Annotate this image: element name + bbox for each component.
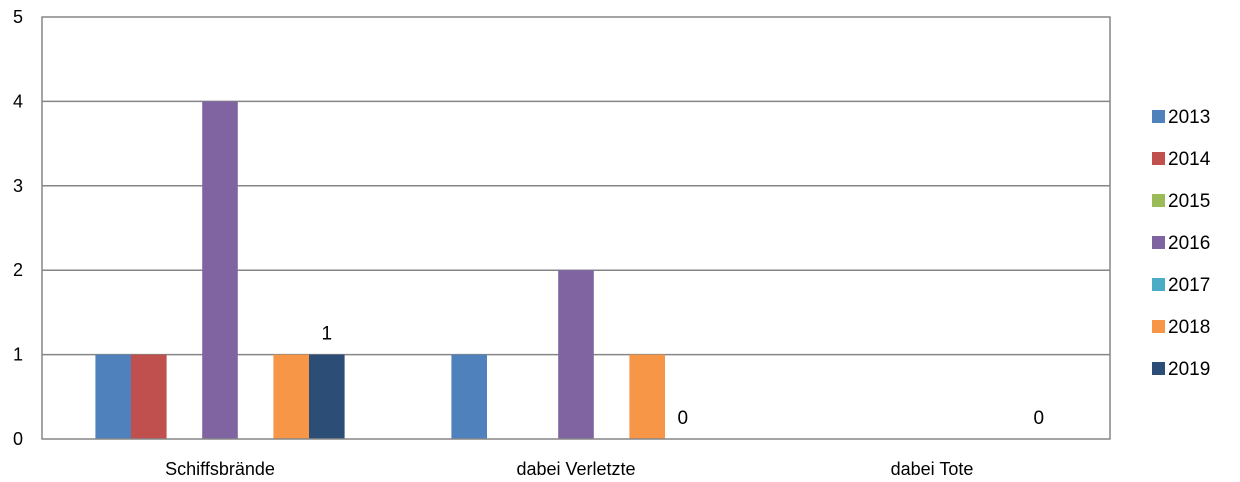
legend-item-2015: 2015 (1152, 191, 1210, 212)
x-category-label: Schiffsbrände (165, 459, 275, 479)
bars (95, 101, 665, 440)
legend-item-2019: 2019 (1152, 359, 1210, 380)
bar-2016-0 (202, 101, 238, 440)
legend-item-2016: 2016 (1152, 233, 1210, 254)
legend-label: 2013 (1168, 107, 1210, 128)
y-tick-label: 4 (13, 91, 23, 111)
legend-swatch (1152, 236, 1165, 249)
legend-item-2018: 2018 (1152, 317, 1210, 338)
legend-swatch (1152, 320, 1165, 333)
y-axis-tick-labels: 0 1 2 3 4 5 (13, 7, 23, 449)
legend-item-2013: 2013 (1152, 107, 1210, 128)
data-label: 0 (1034, 408, 1045, 429)
legend-label: 2015 (1168, 191, 1210, 212)
legend: 2013 2014 2015 2016 2017 2018 2019 (1152, 107, 1211, 380)
x-category-label: dabei Verletzte (516, 459, 635, 479)
legend-swatch (1152, 152, 1165, 165)
legend-swatch (1152, 278, 1165, 291)
legend-label: 2016 (1168, 233, 1210, 254)
bar-2013-0 (95, 354, 131, 439)
legend-swatch (1152, 362, 1165, 375)
y-tick-label: 3 (13, 176, 23, 196)
plot-area-frame (41, 16, 1111, 440)
bar-2019-0 (309, 354, 345, 439)
x-axis-category-labels: Schiffsbrände dabei Verletzte dabei Tote (165, 459, 973, 479)
x-category-label: dabei Tote (891, 459, 974, 479)
bar-2018-1 (629, 354, 665, 439)
data-labels: 1 0 0 (322, 324, 1045, 429)
bar-2018-0 (273, 354, 309, 439)
legend-swatch (1152, 194, 1165, 207)
legend-item-2014: 2014 (1152, 149, 1211, 170)
legend-label: 2017 (1168, 275, 1210, 296)
y-tick-label: 5 (13, 7, 23, 27)
legend-item-2017: 2017 (1152, 275, 1210, 296)
data-label: 0 (678, 408, 689, 429)
bar-2014-0 (131, 354, 167, 439)
bar-2013-1 (451, 354, 487, 439)
y-tick-label: 2 (13, 260, 23, 280)
legend-label: 2019 (1168, 359, 1210, 380)
legend-swatch (1152, 110, 1165, 123)
y-tick-label: 1 (13, 345, 23, 365)
data-label: 1 (322, 324, 333, 345)
legend-label: 2018 (1168, 317, 1210, 338)
bar-2016-1 (558, 270, 594, 439)
y-tick-label: 0 (13, 429, 23, 449)
legend-label: 2014 (1168, 149, 1211, 170)
